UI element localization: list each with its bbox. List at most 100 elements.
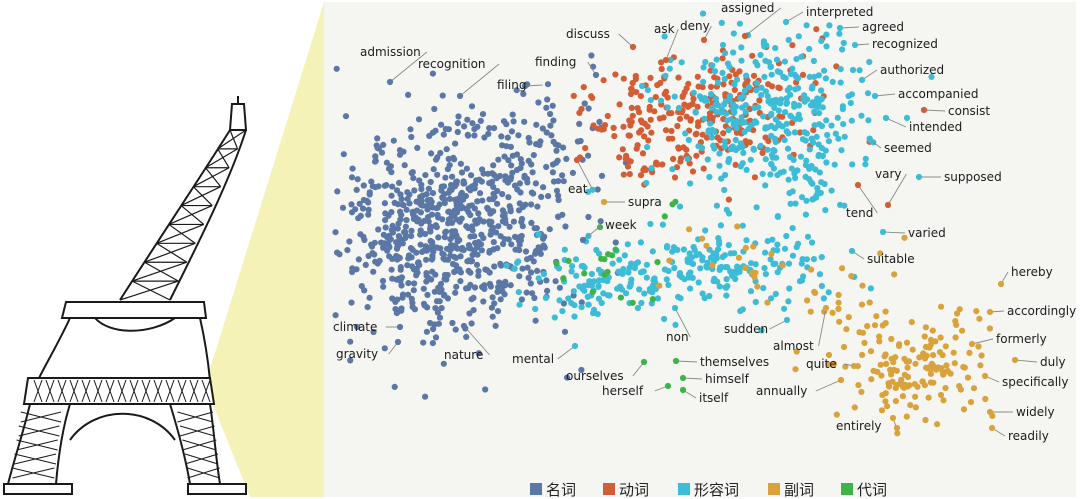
point-adjective-1151 bbox=[806, 146, 813, 153]
point-adjective-1605 bbox=[680, 246, 688, 253]
point-adjective-1568 bbox=[638, 299, 645, 307]
point-noun-458 bbox=[413, 249, 420, 256]
point-noun-487 bbox=[524, 264, 531, 271]
point-noun-763 bbox=[536, 141, 543, 149]
point-adjective-1580 bbox=[616, 256, 623, 263]
point-adjective-1643 bbox=[585, 301, 592, 308]
point-adverb-1828 bbox=[898, 376, 905, 383]
point-verb-873 bbox=[570, 92, 577, 99]
point-noun-754 bbox=[581, 100, 588, 107]
point-noun-385 bbox=[389, 275, 396, 282]
point-noun-112 bbox=[375, 226, 382, 233]
point-noun-145 bbox=[358, 283, 365, 290]
point-adverb-1886 bbox=[735, 254, 743, 261]
point-verb-1057 bbox=[601, 122, 609, 129]
point-adjective-1454 bbox=[687, 285, 694, 292]
point-adjective-1126 bbox=[787, 200, 794, 207]
leader-line-nature bbox=[463, 325, 490, 356]
point-noun-570 bbox=[446, 162, 453, 169]
point-verb-1064 bbox=[659, 161, 666, 168]
point-noun-269 bbox=[549, 169, 557, 176]
point-noun-331 bbox=[498, 133, 505, 140]
point-adverb-1764 bbox=[976, 315, 983, 322]
point-noun-221 bbox=[404, 262, 411, 269]
point-adverb-1854 bbox=[840, 343, 848, 351]
point-adverb-1890 bbox=[901, 234, 908, 241]
point-verb-969 bbox=[685, 80, 692, 87]
point-adverb-1804 bbox=[876, 333, 883, 340]
point-adjective-1473 bbox=[721, 252, 728, 259]
point-noun-466 bbox=[410, 215, 417, 222]
point-verb-902 bbox=[751, 174, 759, 181]
point-noun-759 bbox=[517, 164, 524, 172]
point-adjective-1504 bbox=[659, 221, 667, 228]
point-noun-561 bbox=[525, 157, 532, 164]
point-adjective-1667 bbox=[661, 315, 668, 323]
point-adjective-1177 bbox=[724, 117, 731, 124]
point-verb-994 bbox=[637, 93, 645, 100]
point-noun-410 bbox=[454, 120, 461, 127]
point-verb-835 bbox=[620, 123, 627, 130]
point-adverb-1867 bbox=[859, 329, 867, 336]
point-adverb-1894 bbox=[742, 264, 749, 271]
point-noun-538 bbox=[334, 188, 341, 195]
point-adjective-1576 bbox=[661, 266, 669, 273]
point-noun-244 bbox=[429, 190, 437, 197]
point-noun-338 bbox=[479, 111, 487, 118]
point-noun-299 bbox=[529, 290, 536, 297]
point-noun-503 bbox=[452, 196, 459, 203]
point-adverb-1862 bbox=[792, 366, 799, 373]
point-noun-263 bbox=[492, 322, 499, 329]
point-adjective-1693 bbox=[828, 187, 835, 194]
point-adjective-1289 bbox=[845, 93, 852, 100]
point-adjective-1308 bbox=[798, 53, 805, 60]
point-noun-545 bbox=[559, 172, 566, 179]
point-adjective-1670 bbox=[626, 283, 633, 290]
labelled-point-almost bbox=[822, 304, 830, 312]
point-verb-1043 bbox=[680, 144, 687, 151]
point-adjective-1439 bbox=[624, 241, 631, 248]
point-adjective-1644 bbox=[640, 268, 647, 275]
point-adjective-1366 bbox=[811, 73, 818, 80]
tower-left-foot-lattice bbox=[14, 453, 57, 465]
point-noun-41 bbox=[380, 141, 387, 148]
point-adjective-1273 bbox=[721, 186, 728, 194]
point-adjective-1255 bbox=[707, 120, 714, 127]
point-verb-903 bbox=[726, 73, 733, 80]
annotation-ourselves: ourselves bbox=[566, 369, 624, 383]
point-noun-270 bbox=[408, 233, 415, 240]
point-noun-514 bbox=[408, 227, 415, 234]
point-noun-654 bbox=[455, 204, 462, 211]
point-adjective-1216 bbox=[821, 67, 828, 74]
point-noun-301 bbox=[443, 146, 450, 153]
point-adjective-1320 bbox=[767, 63, 775, 70]
point-adverb-1774 bbox=[914, 383, 921, 390]
point-adjective-1332 bbox=[849, 66, 857, 74]
point-verb-1073 bbox=[639, 119, 646, 126]
point-adverb-1882 bbox=[843, 326, 850, 333]
point-adjective-1080 bbox=[732, 136, 739, 143]
point-noun-618 bbox=[399, 291, 407, 298]
point-verb-916 bbox=[674, 122, 681, 130]
point-noun-189 bbox=[497, 260, 504, 267]
point-adverb-1753 bbox=[927, 370, 935, 377]
point-adverb-1865 bbox=[876, 338, 883, 345]
point-noun-665 bbox=[399, 240, 406, 247]
point-noun-682 bbox=[473, 261, 481, 268]
point-adjective-1577 bbox=[647, 220, 654, 228]
point-noun-101 bbox=[470, 307, 477, 314]
point-adverb-1812 bbox=[978, 352, 985, 359]
point-verb-1020 bbox=[714, 134, 721, 141]
point-noun-505 bbox=[528, 201, 535, 208]
point-verb-1059 bbox=[652, 161, 660, 168]
point-adjective-1260 bbox=[769, 154, 777, 161]
point-verb-840 bbox=[703, 134, 711, 141]
point-noun-215 bbox=[467, 258, 475, 265]
point-adjective-1370 bbox=[726, 210, 733, 217]
labelled-point-week bbox=[579, 236, 587, 244]
point-adverb-1730 bbox=[952, 334, 959, 341]
point-noun-137 bbox=[342, 113, 350, 120]
point-verb-1071 bbox=[642, 166, 650, 173]
point-noun-664 bbox=[429, 340, 436, 347]
point-noun-785 bbox=[501, 291, 508, 298]
